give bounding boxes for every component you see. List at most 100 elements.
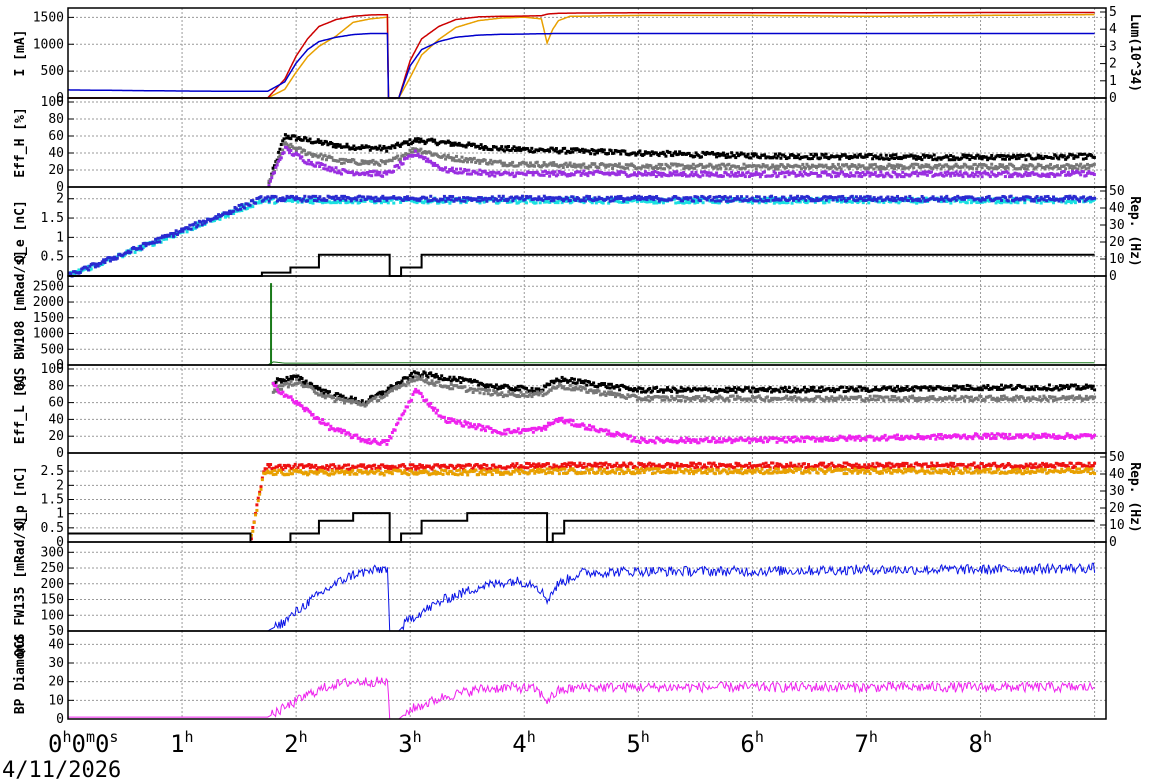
- panel-effL-series-2-point: [366, 441, 370, 445]
- panel-qe-series-0-point: [437, 201, 441, 205]
- panel-effH-series-1-point: [366, 160, 370, 164]
- panel-effH-series-2-point: [274, 165, 278, 169]
- panel-effH-series-2-point: [279, 156, 283, 160]
- panel-effL-series-0-point: [755, 388, 759, 392]
- panel-effH-series-2-point: [819, 174, 823, 178]
- panel-effL-series-0-point: [501, 385, 505, 389]
- panel-effH-series-1-point: [568, 161, 572, 165]
- panel-effH-series-0-point: [947, 158, 951, 162]
- panel-effL-series-1-point: [315, 391, 319, 395]
- panel-qe-series-0-point: [338, 201, 342, 205]
- panel-effL-series-1-point: [952, 396, 956, 400]
- panel-effL-series-1-point: [556, 384, 560, 388]
- panel-effH-series-1-point: [805, 162, 809, 166]
- panel-effH-series-2-point: [586, 174, 590, 178]
- panel-effH-series-1-point: [861, 164, 865, 168]
- panel-qe-series-1-point: [520, 194, 524, 198]
- panel-effL-series-0-point: [791, 389, 795, 393]
- panel-effL-series-1-point: [834, 398, 838, 402]
- panel-effH-series-1-point: [509, 163, 513, 167]
- panel-qe-series-1-point: [203, 221, 207, 225]
- panel-qe-series-1-point: [566, 196, 570, 200]
- panel-effL-series-2-point: [730, 441, 734, 445]
- panel-effH-series-2-point: [1024, 170, 1028, 174]
- panel-effH-series-2-point: [334, 166, 338, 170]
- panel-effL-series-0-point: [378, 390, 382, 394]
- panel-effH-series-1-point: [626, 166, 630, 170]
- panel-qe-series-1-point: [835, 198, 839, 202]
- panel-effH-series-2-point: [802, 170, 806, 174]
- panel-effH-series-1-point: [337, 159, 341, 163]
- panel-effH-series-1-point: [516, 164, 520, 168]
- panel-qe-series-1-point: [144, 244, 148, 248]
- panel-effH-series-2-point: [435, 163, 439, 167]
- panel-qe-series-0-point: [73, 273, 77, 277]
- panel-qe-series-0-point: [1016, 201, 1020, 205]
- panel-qe-series-1-point: [143, 241, 147, 245]
- panel-qe-series-1-point: [1065, 195, 1069, 199]
- panel-effL-series-1-point: [1090, 395, 1094, 399]
- panel-effL-series-1-point: [437, 380, 441, 384]
- panel-effL-series-1-point: [708, 397, 712, 401]
- panel-effL-series-2-point: [685, 436, 689, 440]
- panel-effH-series-0-point: [1038, 156, 1042, 160]
- panel-qe-series-1-point: [477, 195, 481, 199]
- panel-effL-series-0-point: [816, 389, 820, 393]
- panel-qe-series-0-point: [534, 201, 538, 205]
- panel-effH-series-1-point: [1031, 164, 1035, 168]
- panel-effL-series-0-point: [726, 390, 730, 394]
- panel-effL-series-1-point: [650, 397, 654, 401]
- panel-effL-series-0-point: [846, 389, 850, 393]
- panel-effL-series-1-point: [749, 398, 753, 402]
- panel-effH-series-2-point: [1031, 171, 1035, 175]
- panel-effH-series-2-point: [860, 175, 864, 179]
- panel-effH-series-1-point: [289, 142, 293, 146]
- panel-effL-series-2-point: [620, 434, 624, 438]
- panel-qe-series-1-point: [1062, 196, 1066, 200]
- panel-effH-series-2-point: [1003, 175, 1007, 179]
- panel-qe-series-1-point: [648, 194, 652, 198]
- panel-effL-series-0-point: [661, 390, 665, 394]
- panel-effH-series-1-point: [1058, 166, 1062, 170]
- panel-qe-series-1-point: [485, 199, 489, 203]
- panel-effH-series-0-point: [821, 153, 825, 157]
- panel-qe-series-1-point: [831, 198, 835, 202]
- panel-effL-series-1-point: [511, 390, 515, 394]
- panel-effH-series-0-point: [812, 154, 816, 158]
- panel-effL-series-2-point: [289, 395, 293, 399]
- panel-effH-series-1-point: [899, 164, 903, 168]
- panel-effH-series-0-point: [973, 156, 977, 160]
- panel-effL-series-1-point: [1013, 398, 1017, 402]
- panel-effL-series-0-point: [559, 379, 563, 383]
- panel-effL-series-0-point: [618, 388, 622, 392]
- panel-qe-series-0-point: [661, 201, 665, 205]
- panel-effH-series-2-point: [721, 174, 725, 178]
- panel-qe-series-1-point: [685, 196, 689, 200]
- panel-effH-series-2-point: [396, 163, 400, 167]
- panel-effH-series-2-point: [898, 173, 902, 177]
- panel-effL-series-2-point: [290, 398, 294, 402]
- panel-qe-series-1-point: [541, 198, 545, 202]
- panel-effH-series-1-point: [582, 162, 586, 166]
- panel-effH-series-0: [267, 133, 1096, 184]
- panel-effH-series-1-point: [736, 165, 740, 169]
- panel-effL-series-1-point: [763, 398, 767, 402]
- panel-effL-series-1-point: [875, 394, 879, 398]
- panel-effH-series-0-point: [772, 155, 776, 159]
- panel-qe-series-0-point: [882, 201, 886, 205]
- panel-qe-series-1-point: [358, 194, 362, 198]
- panel-effL-series-1-point: [926, 396, 930, 400]
- panel-effH-series-1-point: [378, 163, 382, 167]
- panel-effL-series-1-point: [570, 388, 574, 392]
- panel-effH-series-2-point: [902, 175, 906, 179]
- panel-effL-series-1-point: [939, 397, 943, 401]
- panel-effH-series-0-point: [1006, 154, 1010, 158]
- panel-effL-series-1-point: [783, 396, 787, 400]
- panel-effH-series-0-point: [913, 154, 917, 158]
- panel-effH-series-1-point: [868, 163, 872, 167]
- panel-effL-series-0-point: [626, 386, 630, 390]
- panel-effH-series-2-point: [535, 170, 539, 174]
- panel-effL-series-0-point: [927, 388, 931, 392]
- panel-effH-series-1-point: [879, 164, 883, 168]
- panel-qe-series-0-point: [652, 201, 656, 205]
